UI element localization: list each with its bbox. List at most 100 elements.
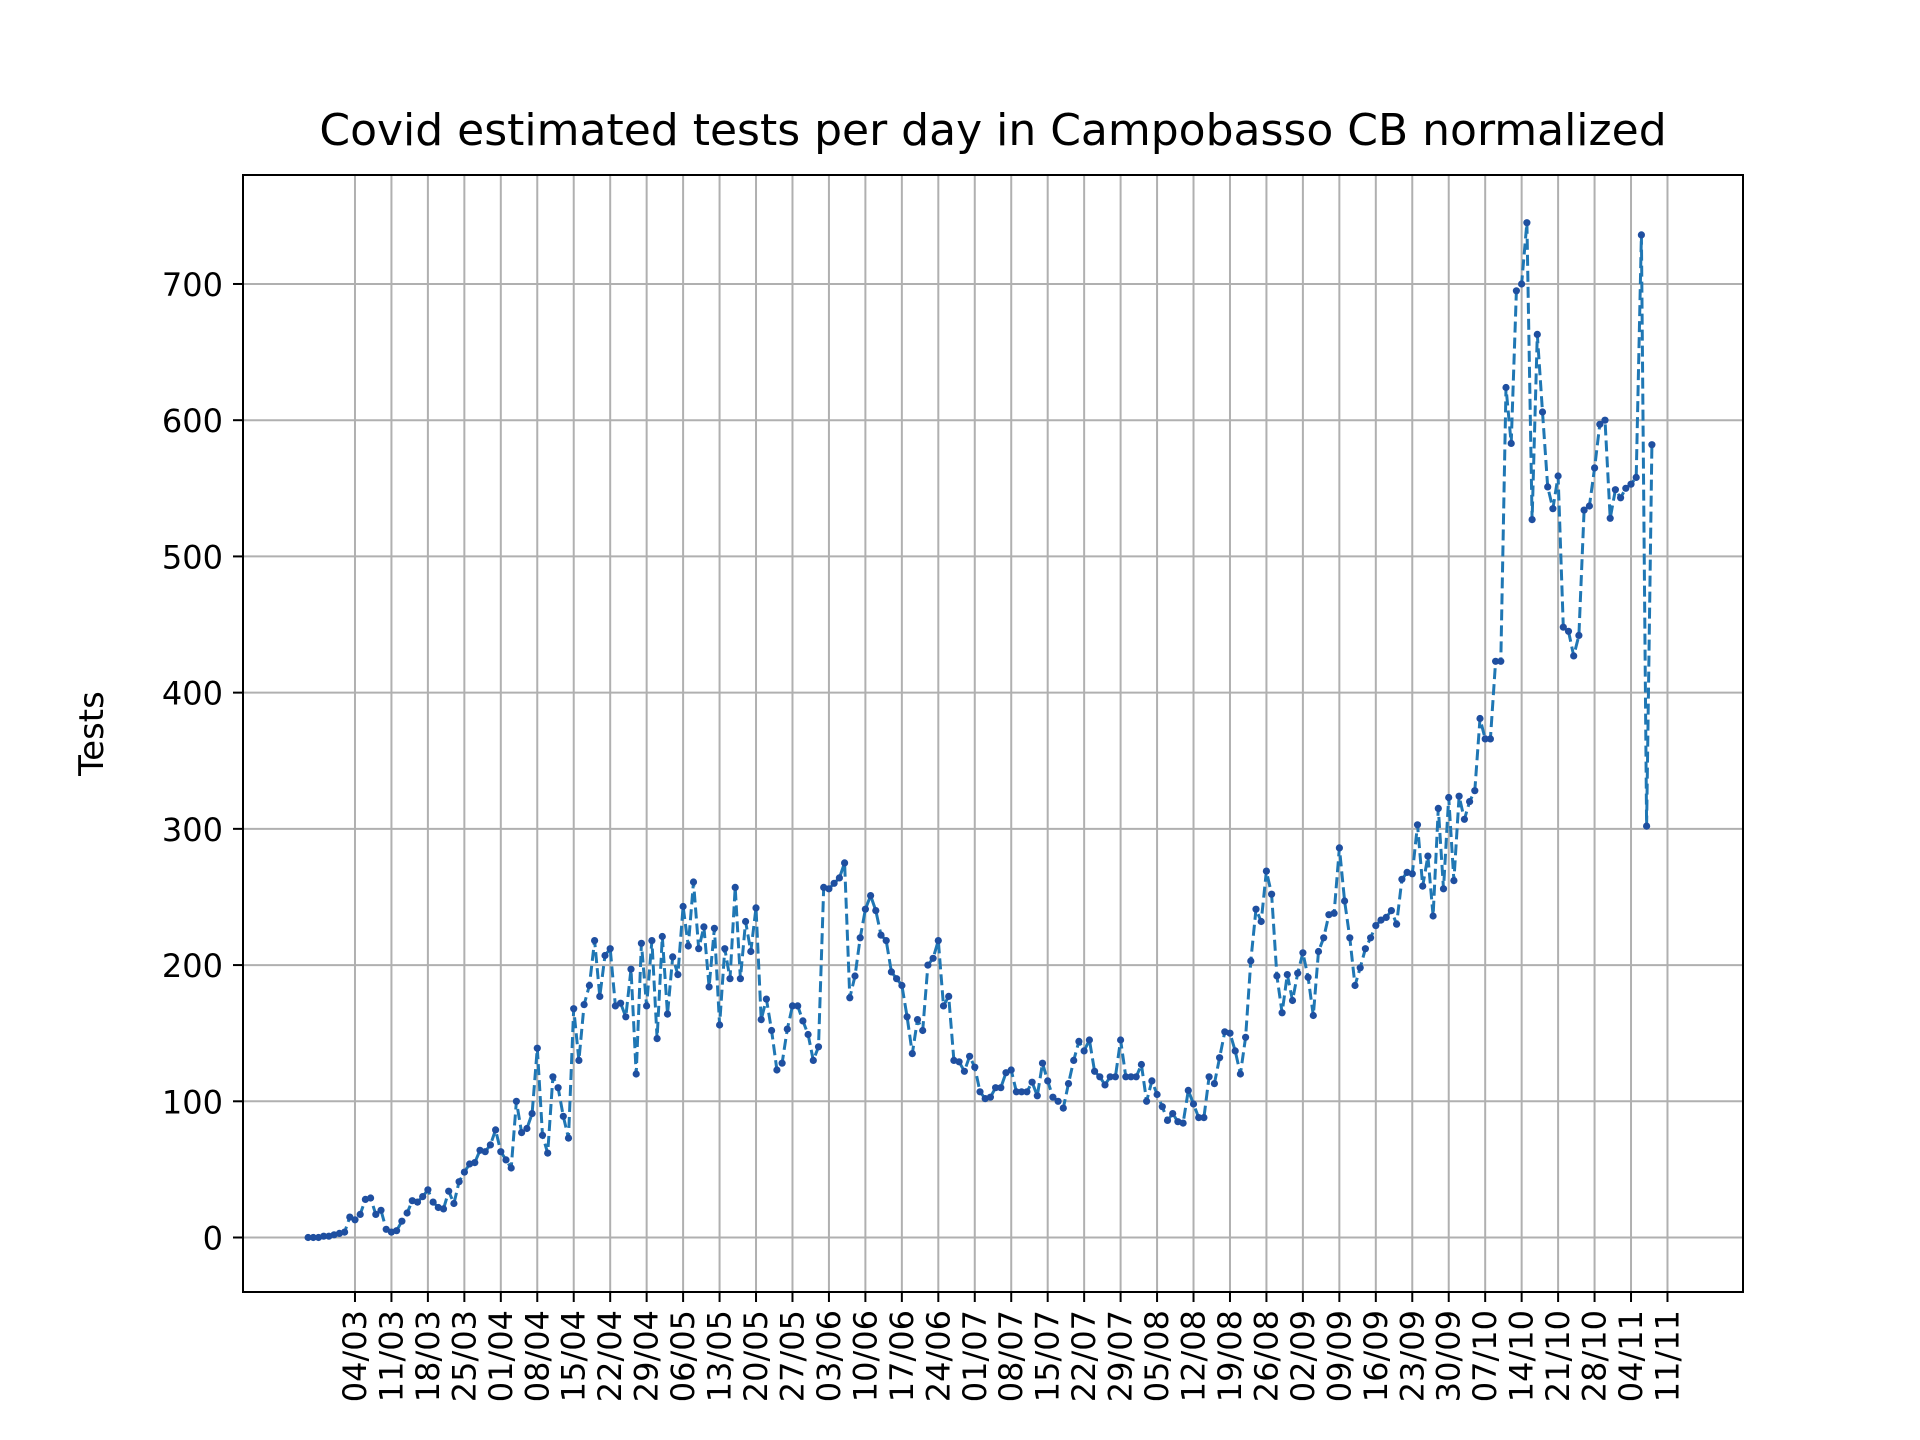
data-point — [1179, 1119, 1187, 1127]
x-tick-label: 01/07 — [956, 1310, 994, 1402]
x-tick-label: 22/04 — [591, 1310, 629, 1402]
data-point — [1257, 917, 1265, 926]
x-tick-label: 21/10 — [1539, 1310, 1577, 1402]
x-tick-label: 18/03 — [409, 1310, 447, 1402]
data-point — [1450, 877, 1458, 885]
data-point — [851, 972, 859, 980]
data-point — [1523, 219, 1531, 227]
x-tick-label: 24/06 — [919, 1310, 957, 1402]
data-point — [893, 975, 901, 983]
data-point — [1434, 804, 1442, 813]
x-tick-label: 15/04 — [555, 1310, 593, 1402]
data-point — [1023, 1088, 1031, 1096]
data-point — [1018, 1088, 1026, 1096]
data-point — [304, 1233, 312, 1242]
data-point — [1247, 957, 1255, 965]
data-point — [684, 942, 692, 950]
data-point — [1028, 1078, 1036, 1086]
data-point — [731, 883, 739, 892]
data-point — [481, 1148, 489, 1156]
data-point — [653, 1035, 661, 1043]
data-point — [1231, 1047, 1239, 1055]
data-point — [1064, 1080, 1073, 1088]
data-point — [1481, 735, 1489, 743]
data-point — [341, 1228, 349, 1236]
data-point — [1643, 822, 1651, 830]
x-tick-label: 17/06 — [883, 1310, 921, 1402]
data-point — [861, 905, 870, 913]
data-point — [1419, 882, 1427, 890]
data-point — [1596, 420, 1604, 428]
y-tick-label: 700 — [162, 266, 223, 304]
y-tick-label: 500 — [162, 538, 223, 576]
data-point — [710, 924, 719, 932]
data-point — [877, 931, 885, 939]
data-point — [867, 892, 875, 900]
data-point — [1330, 909, 1338, 917]
data-point — [1044, 1077, 1052, 1085]
data-point — [585, 981, 594, 990]
x-tick-label: 22/07 — [1065, 1310, 1103, 1402]
data-point — [1117, 1036, 1125, 1044]
data-point — [1210, 1080, 1218, 1088]
x-tick-label: 08/07 — [992, 1310, 1030, 1402]
data-point — [945, 992, 953, 1001]
data-point — [898, 981, 906, 990]
x-tick-label: 13/05 — [701, 1310, 739, 1402]
data-point — [429, 1198, 437, 1206]
data-point — [544, 1149, 552, 1157]
data-point — [1200, 1114, 1208, 1122]
x-axis: 04/0311/0318/0325/0301/0408/0415/0422/04… — [336, 1292, 1686, 1402]
data-point — [1252, 905, 1260, 913]
data-point — [1575, 631, 1583, 640]
data-point — [1497, 657, 1505, 665]
data-point — [1606, 514, 1614, 522]
data-point — [1382, 913, 1390, 922]
data-point — [648, 937, 656, 945]
data-point — [716, 1021, 724, 1029]
data-point — [856, 934, 864, 942]
data-point — [1304, 973, 1312, 981]
data-point — [1070, 1056, 1078, 1064]
data-point — [1085, 1036, 1093, 1044]
data-point — [841, 859, 849, 867]
data-point — [575, 1056, 583, 1064]
data-point — [924, 961, 932, 969]
x-tick-label: 26/08 — [1247, 1310, 1285, 1402]
data-point — [726, 975, 734, 983]
data-point — [1106, 1073, 1114, 1081]
data-point — [606, 945, 614, 953]
data-point — [1101, 1081, 1109, 1089]
x-tick-label: 03/06 — [810, 1310, 848, 1402]
data-point — [1132, 1073, 1140, 1081]
data-point — [929, 954, 937, 962]
data-point — [1314, 947, 1323, 956]
data-point — [403, 1209, 411, 1217]
data-point — [471, 1159, 479, 1167]
data-point — [1012, 1088, 1021, 1096]
x-tick-label: 14/10 — [1503, 1310, 1541, 1402]
data-point — [518, 1129, 526, 1137]
data-point — [1195, 1114, 1203, 1122]
x-tick-label: 09/09 — [1320, 1310, 1358, 1402]
x-tick-label: 08/04 — [518, 1310, 556, 1402]
data-point — [1299, 949, 1307, 957]
x-tick-label: 10/06 — [846, 1310, 884, 1402]
data-point — [1262, 867, 1270, 875]
data-point — [1278, 1009, 1286, 1017]
x-tick-label: 19/08 — [1211, 1310, 1249, 1402]
data-point — [1445, 793, 1453, 802]
data-point — [960, 1067, 969, 1075]
data-point — [617, 999, 625, 1007]
data-point — [643, 1002, 651, 1010]
data-point — [1111, 1073, 1119, 1081]
data-point — [439, 1205, 448, 1213]
y-tick-label: 300 — [162, 811, 223, 849]
data-point — [632, 1070, 640, 1078]
data-point — [721, 945, 729, 953]
data-point — [1216, 1054, 1224, 1062]
x-tick-label: 20/05 — [737, 1310, 775, 1402]
data-point — [596, 992, 604, 1001]
data-point — [1627, 480, 1635, 488]
